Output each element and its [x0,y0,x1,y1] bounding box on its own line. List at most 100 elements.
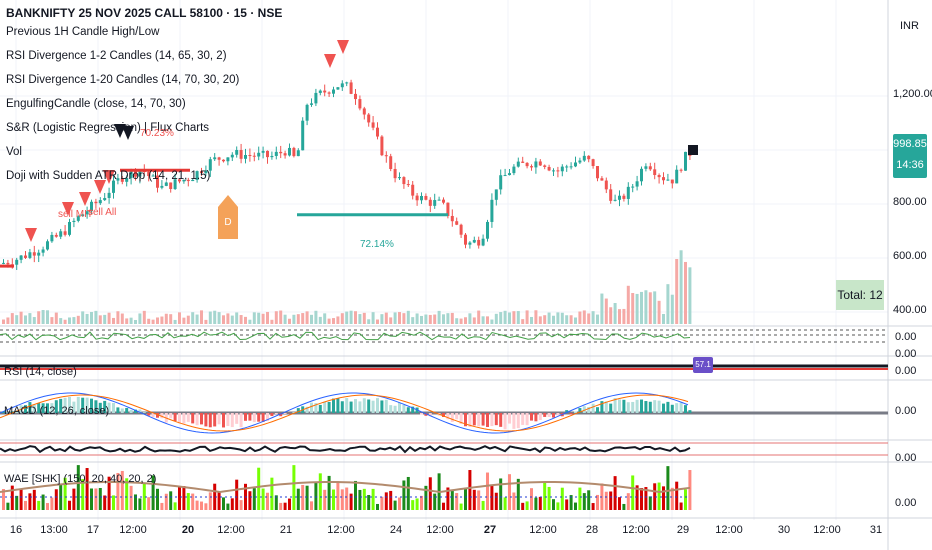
candle-body-94 [415,195,419,201]
candle-body-28 [125,177,129,182]
wae-bar-54 [239,500,243,510]
volume-bar-8 [37,311,41,324]
volume-bar-95 [420,315,423,324]
support-resistance-levels [0,145,698,268]
wae-bar-0 [2,489,5,510]
wae-bar-153 [675,481,679,510]
legend-rsi-div-1-2[interactable]: RSI Divergence 1-2 Candles (14, 65, 30, … [6,50,227,62]
legend-engulfing[interactable]: EngulfingCandle (close, 14, 70, 30) [6,98,186,110]
candle-body-139 [613,199,617,201]
wae-bar-105 [464,487,467,510]
macd-hist-100 [442,413,445,418]
candle-body-82 [362,108,366,115]
volume-bar-56 [248,319,252,324]
legend-doji-atr[interactable]: Doji with Sudden ATR Drop (14, 21, 1.5) [6,170,211,182]
volume-bar-35 [156,317,159,324]
time-label: 20 [181,524,195,536]
macd-hist-147 [648,401,652,413]
macd-hist-136 [600,401,604,413]
wae-bar-119 [525,501,529,510]
macd-hist-116 [512,413,516,429]
wae-bar-117 [516,478,520,510]
candle-body-154 [679,169,683,171]
macd-hist-21 [94,400,98,413]
wae-bar-65 [288,498,291,510]
volume-bar-47 [208,311,212,324]
candle-body-72 [318,90,322,93]
candle-body-153 [675,169,679,184]
macd-hist-153 [675,403,679,413]
volume-bar-46 [204,319,208,324]
indicator-panes [0,329,888,510]
macd-hist-123 [543,413,547,417]
legend-rsi-div-1-20[interactable]: RSI Divergence 1-20 Candles (14, 70, 30,… [6,74,240,86]
macd-pane-title[interactable]: MACD (12, 26, close) [4,405,110,417]
macd-hist-133 [587,407,591,413]
wae-bar-151 [666,466,670,510]
candle-body-124 [547,166,551,171]
macd-hist-55 [244,413,247,421]
legend-prev-1h[interactable]: Previous 1H Candle High/Low [6,26,160,38]
volume-bar-153 [675,258,679,324]
macd-hist-114 [503,413,507,430]
candle-body-54 [239,150,243,159]
candle-body-117 [516,161,520,167]
candle-body-123 [543,165,547,167]
volume-bar-66 [292,314,296,324]
currency-label[interactable]: INR [900,20,919,32]
candle-body-44 [195,171,199,180]
candle-body-3 [15,259,19,265]
candle-body-89 [393,168,397,179]
wae-bar-53 [235,479,239,510]
volume-bar-94 [415,313,419,324]
wae-bar-104 [459,503,463,510]
price-tick-600: 600.00 [893,250,927,262]
macd-hist-89 [393,405,397,413]
wae-bar-45 [200,501,203,510]
volume-bar-108 [477,310,481,324]
macd-hist-8 [37,403,41,413]
macd-hist-145 [640,399,643,413]
volume-bar-60 [266,311,269,324]
time-label: 31 [869,524,883,536]
wae-bar-15 [68,500,71,510]
wae-bar-37 [164,493,168,510]
volume-bar-113 [499,312,503,324]
volume-bar-114 [503,310,507,324]
candle-body-56 [248,155,252,157]
macd-hist-113 [499,413,503,427]
wae-bar-35 [156,488,159,510]
macd-hist-130 [574,411,577,413]
macd-hist-142 [626,402,630,413]
doji-marker[interactable]: D [218,195,238,239]
legend-vol[interactable]: Vol [6,146,22,158]
candle-body-16 [72,220,76,222]
candle-body-74 [327,92,331,94]
last-candle-marker [688,145,698,155]
rsi-pane-title[interactable]: RSI (14, close) [4,366,77,378]
candle-body-71 [314,92,318,104]
macd-signal-line [0,394,689,432]
wae-bar-22 [98,487,102,510]
macd-hist-77 [340,401,344,413]
legend-sr-flux[interactable]: S&R (Logistic Regression) | Flux Charts [6,122,210,134]
wae-bar-10 [46,503,49,510]
wae-bar-147 [648,496,652,510]
divergence-triangle-2 [122,126,134,140]
volume-bar-69 [305,311,309,324]
volume-bar-98 [433,314,437,324]
macd-hist-149 [657,400,661,413]
volume-bar-38 [169,314,173,324]
wae-bar-12 [54,489,58,510]
time-label: 27 [483,524,497,536]
candle-body-105 [464,234,467,245]
macd-hist-59 [261,413,265,422]
wae-bar-98 [433,493,437,510]
wae-pane-title[interactable]: WAE [SHK] (150, 20, 40, 20, 2) [4,473,157,485]
candle-body-80 [354,93,357,100]
volume-bar-78 [345,311,349,324]
symbol-title[interactable]: BANKNIFTY 25 NOV 2025 CALL 58100 · 15 · … [6,6,283,20]
volume-bar-148 [653,291,657,324]
